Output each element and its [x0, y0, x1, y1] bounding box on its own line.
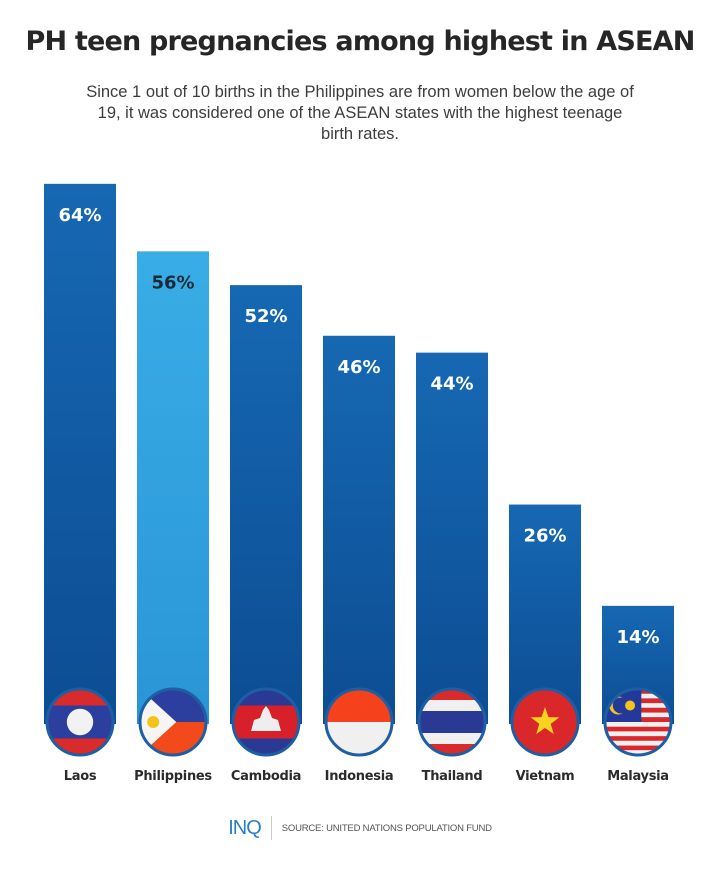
value-label: 56% [151, 272, 194, 293]
value-label: 44% [430, 374, 473, 395]
chart-subtitle: Since 1 out of 10 births in the Philippi… [86, 83, 634, 143]
bar-group-cambodia: 52% Cambodia [230, 285, 302, 784]
value-label: 26% [523, 526, 566, 547]
bar-chart: 64% Laos 56% Philippines 52% Cambodia 46% Indon… [44, 183, 674, 784]
bar-group-thailand: 44% Thailand [416, 352, 488, 784]
bar-group-laos: 64% Laos [44, 183, 116, 784]
category-label: Laos [64, 769, 97, 784]
bar-group-indonesia: 46% Indonesia [323, 335, 395, 784]
bar-philippines [137, 251, 209, 725]
flag-cambodia-icon [233, 689, 299, 755]
source-text: SOURCE: UNITED NATIONS POPULATION FUND [281, 822, 492, 834]
flag-thailand-icon [419, 689, 485, 755]
flag-malaysia-icon [605, 689, 671, 755]
bar-indonesia [323, 335, 395, 724]
category-label: Thailand [422, 769, 483, 784]
bar-vietnam [509, 504, 581, 724]
category-label: Vietnam [516, 769, 575, 784]
category-label: Cambodia [231, 769, 301, 784]
flag-laos-icon [47, 689, 113, 755]
chart-title: PH teen pregnancies among highest in ASE… [25, 26, 695, 57]
category-label: Indonesia [325, 769, 394, 784]
category-label: Philippines [134, 769, 212, 784]
category-label: Malaysia [607, 769, 669, 784]
inq-logo: INQ [228, 816, 262, 839]
bar-group-vietnam: 26% Vietnam [509, 504, 581, 784]
bar-group-philippines: 56% Philippines [134, 251, 213, 784]
divider [270, 816, 272, 840]
bar-thailand [416, 352, 488, 724]
value-label: 64% [58, 205, 101, 226]
bar-cambodia [230, 285, 302, 724]
value-label: 52% [244, 306, 287, 327]
bar-laos [44, 183, 116, 725]
flag-vietnam-icon [512, 689, 578, 755]
value-label: 14% [616, 627, 659, 648]
footer: INQ SOURCE: UNITED NATIONS POPULATION FU… [0, 816, 720, 840]
value-label: 46% [337, 357, 380, 378]
bar-group-malaysia: 14% Malaysia [602, 605, 674, 784]
